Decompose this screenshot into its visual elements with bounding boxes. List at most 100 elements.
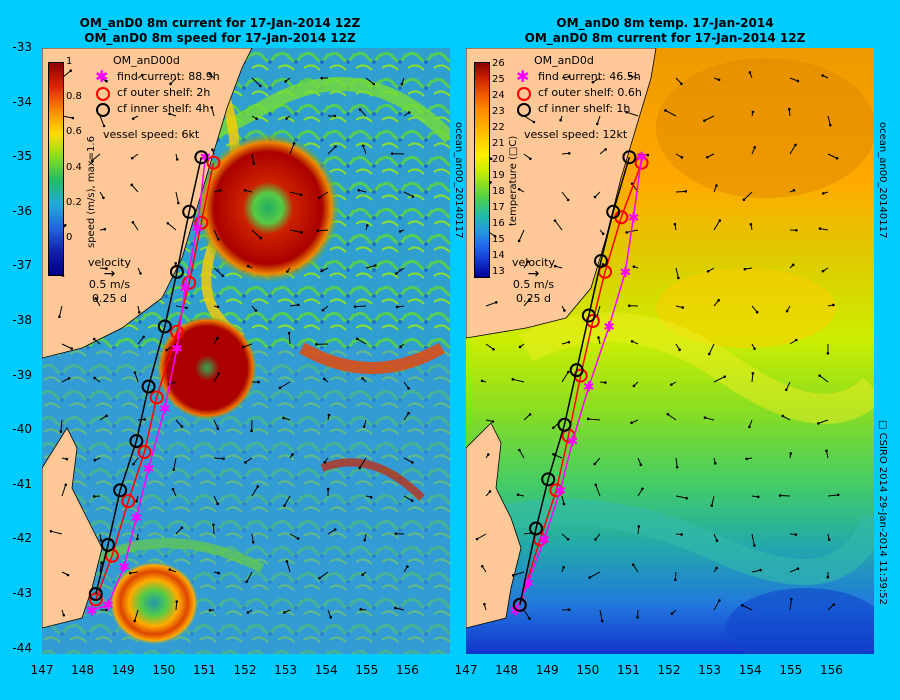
current-vector-head xyxy=(136,537,139,541)
current-vector xyxy=(251,486,259,497)
current-vector xyxy=(675,457,678,468)
current-vector xyxy=(818,419,829,424)
current-vector-head xyxy=(528,413,532,416)
current-vector xyxy=(213,419,219,429)
x-tick-label: 154 xyxy=(314,663,338,677)
current-vector xyxy=(91,153,101,162)
current-vector-head xyxy=(67,376,71,380)
current-vector xyxy=(827,494,839,497)
current-vector-head xyxy=(394,606,397,610)
current-vector-head xyxy=(322,377,326,381)
current-vector xyxy=(403,191,414,197)
current-vector-head xyxy=(639,463,643,467)
inner-shelf-track-marker xyxy=(581,308,596,323)
current-vector-head xyxy=(58,315,61,319)
current-vector-head xyxy=(670,383,673,386)
current-vector-head xyxy=(359,608,363,611)
find-current-track-marker: ✱ xyxy=(131,511,143,527)
y-tick-label: -44 xyxy=(12,640,32,655)
current-vector xyxy=(327,146,336,155)
colorbar-tick-label: 1 xyxy=(66,56,73,67)
current-vector-head xyxy=(251,540,255,544)
current-vector xyxy=(365,77,375,85)
x-tick-label: 149 xyxy=(535,663,559,677)
current-vector-head xyxy=(625,110,628,114)
current-vector-head xyxy=(131,117,135,120)
current-vector xyxy=(279,381,291,389)
current-vector xyxy=(130,571,139,574)
current-vector xyxy=(827,604,835,611)
current-vector-head xyxy=(489,157,493,161)
current-vector xyxy=(704,417,715,421)
current-vector xyxy=(403,412,409,421)
current-vector-head xyxy=(792,189,796,192)
current-vector-head xyxy=(210,106,214,109)
temperature-map-panel[interactable]: ✱ ✱ ✱ ✱ ✱ ✱ ✱ ✱ ✱ ✱ xyxy=(466,48,874,654)
outer-shelf-track-marker xyxy=(634,155,649,170)
current-vector-head xyxy=(208,608,212,612)
current-vector-head xyxy=(171,487,175,491)
current-vector xyxy=(782,415,791,421)
current-vector xyxy=(251,229,262,239)
current-vector-head xyxy=(316,229,320,233)
current-vector-head xyxy=(246,264,250,268)
velocity-arrow-icon: → xyxy=(527,266,540,282)
current-vector-head xyxy=(285,117,288,120)
current-vector-head xyxy=(818,227,822,230)
legend-right-find-label: find current: 46.5h xyxy=(538,70,641,83)
find-current-track-marker: ✱ xyxy=(628,210,640,226)
current-vector-head xyxy=(131,221,135,224)
current-vector-head xyxy=(593,462,597,466)
find-current-track-marker: ✱ xyxy=(143,461,155,477)
current-vector-head xyxy=(567,75,571,78)
current-vector xyxy=(789,144,796,155)
current-vector-head xyxy=(518,448,521,452)
current-vector-head xyxy=(743,267,747,271)
current-vector xyxy=(284,495,291,506)
current-vector-head xyxy=(825,449,828,453)
current-vector xyxy=(751,533,755,546)
current-vector-head xyxy=(283,611,286,614)
current-vector xyxy=(713,220,721,231)
current-vector-head xyxy=(92,337,96,341)
current-vector xyxy=(675,190,686,193)
current-vector-head xyxy=(216,336,219,340)
current-vector-head xyxy=(832,603,836,606)
current-vector-head xyxy=(493,235,497,238)
inner-shelf-track-marker xyxy=(100,537,115,552)
right-title-line1: OM_anD0 8m temp. 17-Jan-2014 xyxy=(556,16,774,30)
legend-left: OM_anD00d ✱ find current: 88.9h cf outer … xyxy=(95,53,220,143)
current-vector-head xyxy=(742,198,746,202)
velocity-days-left: 0.25 d xyxy=(92,292,127,305)
current-vector-head xyxy=(323,460,327,464)
find-current-track-marker: ✱ xyxy=(510,603,522,619)
current-vector-head xyxy=(244,461,247,464)
current-vector-head xyxy=(71,116,75,120)
current-vector-head xyxy=(369,495,373,499)
speed-map-panel[interactable]: ✱ ✱ ✱ ✱ ✱ ✱ ✱ ✱ ✱ ✱ xyxy=(42,48,450,654)
current-vector-head xyxy=(646,153,650,157)
current-vector-head xyxy=(637,525,641,528)
inner-shelf-track-marker xyxy=(113,483,128,498)
red-circle-icon xyxy=(516,87,532,101)
current-vector-head xyxy=(105,414,108,418)
current-vector-head xyxy=(399,345,403,348)
current-vector-head xyxy=(521,71,525,75)
current-vector-head xyxy=(563,309,566,312)
current-vector xyxy=(742,604,753,611)
colorbar-tick-label: 0.2 xyxy=(66,196,82,208)
current-vector xyxy=(819,228,829,231)
current-vector-head xyxy=(66,573,70,577)
current-vector-head xyxy=(759,568,762,572)
current-vector xyxy=(286,561,291,573)
current-vector-head xyxy=(284,80,287,83)
current-vector-head xyxy=(604,148,607,151)
colorbar-tick-label: 0.4 xyxy=(66,161,82,173)
current-vector xyxy=(632,564,639,573)
current-vector-head xyxy=(674,578,677,581)
current-vector-head xyxy=(821,269,825,273)
current-vector-head xyxy=(552,452,555,456)
current-vector-head xyxy=(567,151,571,155)
current-vector xyxy=(751,305,758,313)
current-vector-head xyxy=(212,523,215,527)
